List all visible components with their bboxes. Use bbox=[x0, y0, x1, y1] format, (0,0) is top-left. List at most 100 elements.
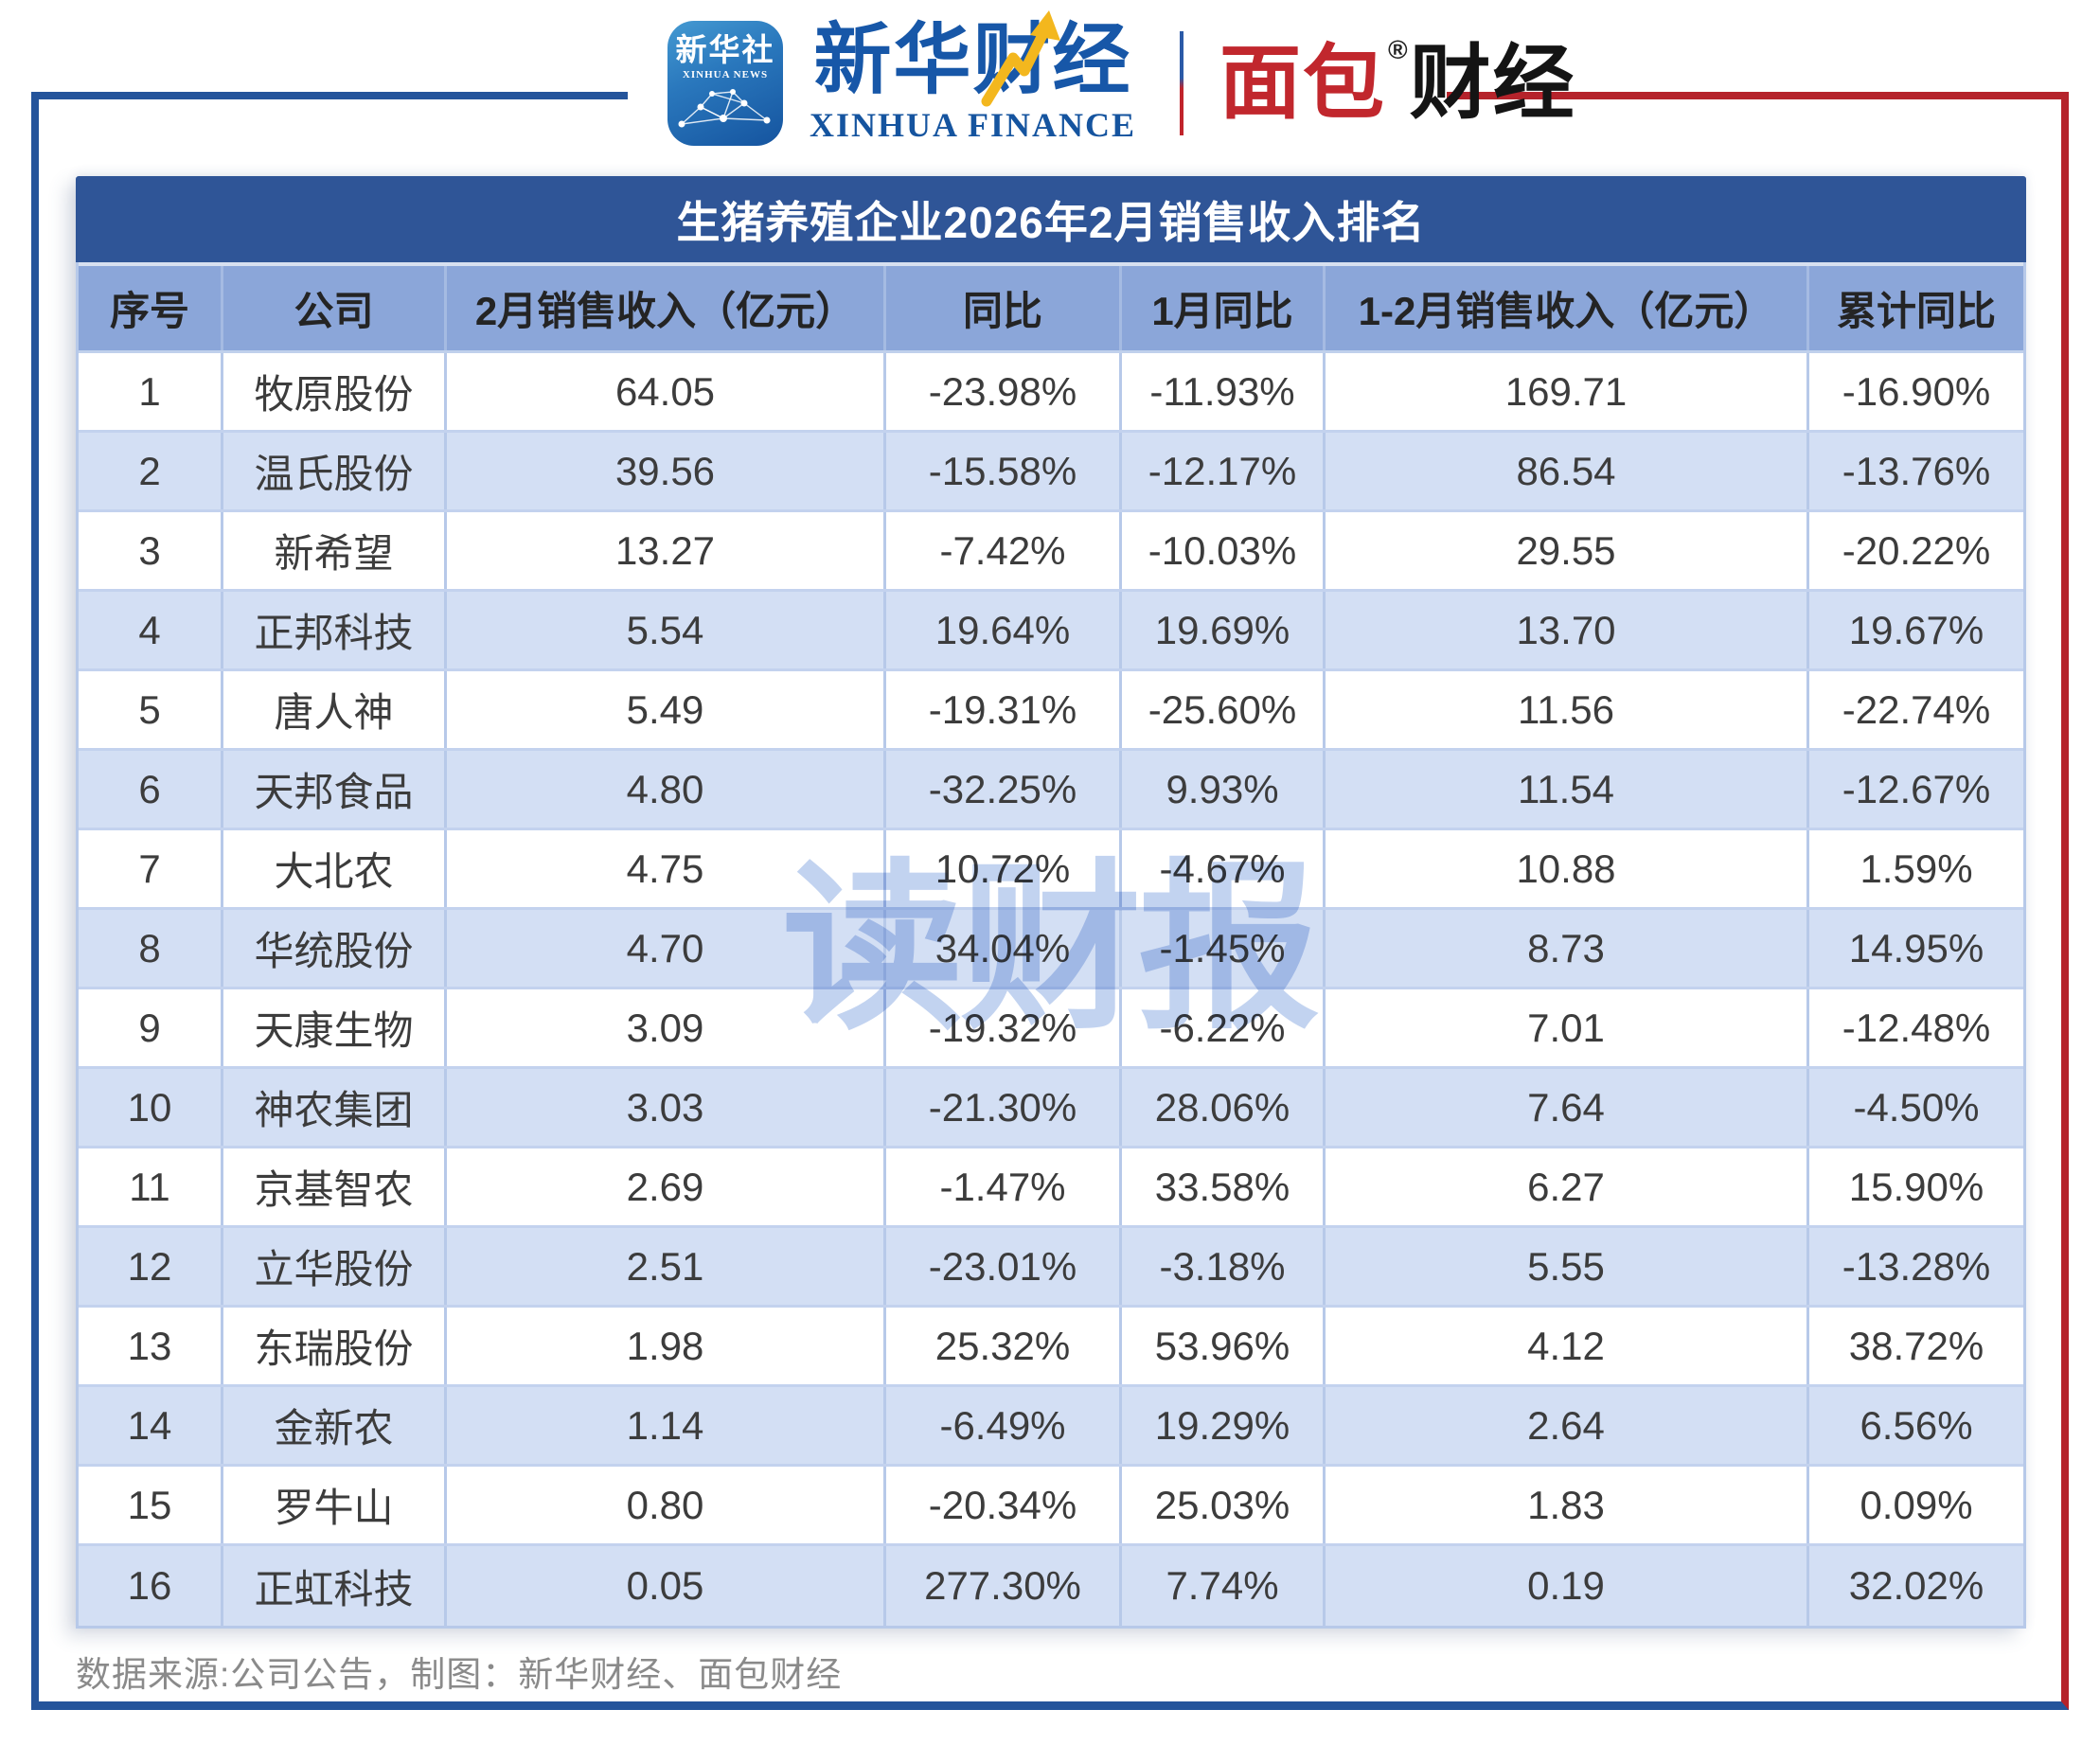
table-cell-company: 华统股份 bbox=[221, 910, 444, 987]
table-cell-jan-yoy: 33.58% bbox=[1119, 1148, 1323, 1225]
table-cell-jan-feb-revenue: 4.12 bbox=[1323, 1308, 1806, 1384]
table-cell-rank: 12 bbox=[127, 1243, 172, 1289]
table-cell-rank: 5 bbox=[138, 686, 161, 732]
table-cell-yoy: 25.32% bbox=[883, 1308, 1119, 1384]
table-cell-jan-feb-revenue: 1.83 bbox=[1323, 1467, 1806, 1543]
table-cell-cumulative-yoy: 14.95% bbox=[1806, 910, 2023, 987]
table-cell-cumulative-yoy: -20.22% bbox=[1806, 512, 2023, 589]
table-row: 12 立华股份 2.51 -23.01% -3.18% 5.55 -13.28% bbox=[79, 1228, 2023, 1308]
top-border-blue-segment bbox=[31, 92, 628, 99]
ranking-table: 生猪养殖企业2026年2月销售收入排名 序号 公司 2月销售收入（亿元） 同比 … bbox=[76, 176, 2026, 1629]
page-border-frame bbox=[31, 92, 2069, 1710]
table-cell-rank: 9 bbox=[138, 1005, 161, 1050]
table-cell-company: 天邦食品 bbox=[221, 751, 444, 828]
registered-trademark-icon: ® bbox=[1388, 35, 1408, 64]
table-cell-rank: 15 bbox=[127, 1482, 172, 1527]
xinhua-news-app-icon: 新华社 XINHUA NEWS bbox=[667, 21, 783, 146]
table-cell-feb-revenue: 4.75 bbox=[444, 830, 883, 907]
table-cell-jan-yoy: 9.93% bbox=[1119, 751, 1323, 828]
table-row: 3 新希望 13.27 -7.42% -10.03% 29.55 -20.22% bbox=[79, 512, 2023, 592]
table-cell-jan-yoy: -4.67% bbox=[1119, 830, 1323, 907]
table-row: 11 京基智农 2.69 -1.47% 33.58% 6.27 15.90% bbox=[79, 1148, 2023, 1228]
bread-finance-logo: 面包 ® 财经 bbox=[1219, 37, 1576, 129]
table-row: 15 罗牛山 0.80 -20.34% 25.03% 1.83 0.09% bbox=[79, 1467, 2023, 1546]
xinhua-finance-cn-wordmark: 新华财经 bbox=[814, 10, 1132, 107]
xinhua-finance-logo: 新华财经 XINHUA FINANCE bbox=[810, 10, 1136, 145]
table-cell-rank: 7 bbox=[138, 846, 161, 891]
table-cell-jan-yoy: -10.03% bbox=[1119, 512, 1323, 589]
table-row: 4 正邦科技 5.54 19.64% 19.69% 13.70 19.67% bbox=[79, 592, 2023, 671]
table-cell-jan-yoy: -1.45% bbox=[1119, 910, 1323, 987]
table-cell-jan-yoy: 7.74% bbox=[1119, 1546, 1323, 1626]
table-grid: 序号 公司 2月销售收入（亿元） 同比 1月同比 1-2月销售收入（亿元） 累计… bbox=[76, 262, 2026, 1629]
table-cell-rank: 16 bbox=[127, 1563, 172, 1608]
table-cell-rank: 1 bbox=[138, 368, 161, 414]
table-cell-company: 金新农 bbox=[221, 1387, 444, 1464]
table-cell-company: 立华股份 bbox=[221, 1228, 444, 1305]
table-row: 13 东瑞股份 1.98 25.32% 53.96% 4.12 38.72% bbox=[79, 1308, 2023, 1387]
table-cell-cumulative-yoy: 32.02% bbox=[1806, 1546, 2023, 1626]
table-cell-cumulative-yoy: 0.09% bbox=[1806, 1467, 2023, 1543]
table-cell-company: 温氏股份 bbox=[221, 433, 444, 509]
table-cell-yoy: -7.42% bbox=[883, 512, 1119, 589]
table-cell-jan-yoy: -11.93% bbox=[1119, 353, 1323, 430]
table-cell-jan-feb-revenue: 13.70 bbox=[1323, 592, 1806, 668]
table-cell-jan-yoy: 28.06% bbox=[1119, 1069, 1323, 1146]
table-header-row: 序号 公司 2月销售收入（亿元） 同比 1月同比 1-2月销售收入（亿元） 累计… bbox=[79, 262, 2023, 353]
table-cell-rank: 13 bbox=[127, 1323, 172, 1368]
table-cell-jan-feb-revenue: 10.88 bbox=[1323, 830, 1806, 907]
table-cell-yoy: -19.31% bbox=[883, 671, 1119, 748]
table-cell-cumulative-yoy: 6.56% bbox=[1806, 1387, 2023, 1464]
bread-finance-red-text: 面包 bbox=[1219, 38, 1387, 129]
table-cell-cumulative-yoy: -16.90% bbox=[1806, 353, 2023, 430]
table-cell-feb-revenue: 39.56 bbox=[444, 433, 883, 509]
table-cell-rank: 14 bbox=[127, 1402, 172, 1448]
table-cell-company: 正虹科技 bbox=[221, 1546, 444, 1626]
table-cell-jan-feb-revenue: 11.54 bbox=[1323, 751, 1806, 828]
table-cell-yoy: 19.64% bbox=[883, 592, 1119, 668]
table-cell-feb-revenue: 0.05 bbox=[444, 1546, 883, 1626]
table-cell-yoy: 34.04% bbox=[883, 910, 1119, 987]
table-row: 7 大北农 4.75 10.72% -4.67% 10.88 1.59% bbox=[79, 830, 2023, 910]
column-header-feb-revenue: 2月销售收入（亿元） bbox=[444, 266, 883, 350]
xinhua-news-icon-cn-label: 新华社 bbox=[675, 32, 775, 67]
table-cell-company: 大北农 bbox=[221, 830, 444, 907]
table-cell-cumulative-yoy: 19.67% bbox=[1806, 592, 2023, 668]
table-cell-feb-revenue: 2.69 bbox=[444, 1148, 883, 1225]
column-header-jan-yoy: 1月同比 bbox=[1119, 266, 1323, 350]
xinhua-news-icon-en-label: XINHUA NEWS bbox=[682, 69, 769, 80]
table-cell-rank: 11 bbox=[129, 1164, 170, 1209]
table-cell-cumulative-yoy: -22.74% bbox=[1806, 671, 2023, 748]
header-logos: 新华社 XINHUA NEWS 新华财经 bbox=[667, 10, 1576, 150]
table-cell-jan-yoy: 53.96% bbox=[1119, 1308, 1323, 1384]
table-cell-company: 新希望 bbox=[221, 512, 444, 589]
table-cell-feb-revenue: 13.27 bbox=[444, 512, 883, 589]
table-cell-jan-feb-revenue: 2.64 bbox=[1323, 1387, 1806, 1464]
table-cell-jan-yoy: 25.03% bbox=[1119, 1467, 1323, 1543]
table-cell-jan-yoy: -12.17% bbox=[1119, 433, 1323, 509]
table-cell-cumulative-yoy: 1.59% bbox=[1806, 830, 2023, 907]
table-cell-jan-feb-revenue: 7.01 bbox=[1323, 989, 1806, 1066]
table-row: 1 牧原股份 64.05 -23.98% -11.93% 169.71 -16.… bbox=[79, 353, 2023, 433]
column-header-rank: 序号 bbox=[109, 289, 189, 333]
table-cell-jan-feb-revenue: 169.71 bbox=[1323, 353, 1806, 430]
table-cell-company: 神农集团 bbox=[221, 1069, 444, 1146]
table-cell-company: 京基智农 bbox=[221, 1148, 444, 1225]
table-cell-feb-revenue: 3.03 bbox=[444, 1069, 883, 1146]
table-cell-jan-yoy: -6.22% bbox=[1119, 989, 1323, 1066]
table-cell-jan-yoy: -25.60% bbox=[1119, 671, 1323, 748]
table-row: 10 神农集团 3.03 -21.30% 28.06% 7.64 -4.50% bbox=[79, 1069, 2023, 1148]
table-row: 6 天邦食品 4.80 -32.25% 9.93% 11.54 -12.67% bbox=[79, 751, 2023, 830]
table-cell-cumulative-yoy: -12.48% bbox=[1806, 989, 2023, 1066]
table-cell-jan-feb-revenue: 6.27 bbox=[1323, 1148, 1806, 1225]
table-cell-feb-revenue: 4.80 bbox=[444, 751, 883, 828]
logo-divider bbox=[1180, 31, 1184, 135]
table-cell-yoy: -1.47% bbox=[883, 1148, 1119, 1225]
table-row: 16 正虹科技 0.05 277.30% 7.74% 0.19 32.02% bbox=[79, 1546, 2023, 1626]
table-cell-rank: 3 bbox=[138, 527, 161, 573]
xinhua-finance-cn-text: 新华财经 bbox=[813, 17, 1132, 103]
table-row: 9 天康生物 3.09 -19.32% -6.22% 7.01 -12.48% bbox=[79, 989, 2023, 1069]
column-header-jan-feb-revenue: 1-2月销售收入（亿元） bbox=[1323, 266, 1806, 350]
table-cell-yoy: -15.58% bbox=[883, 433, 1119, 509]
